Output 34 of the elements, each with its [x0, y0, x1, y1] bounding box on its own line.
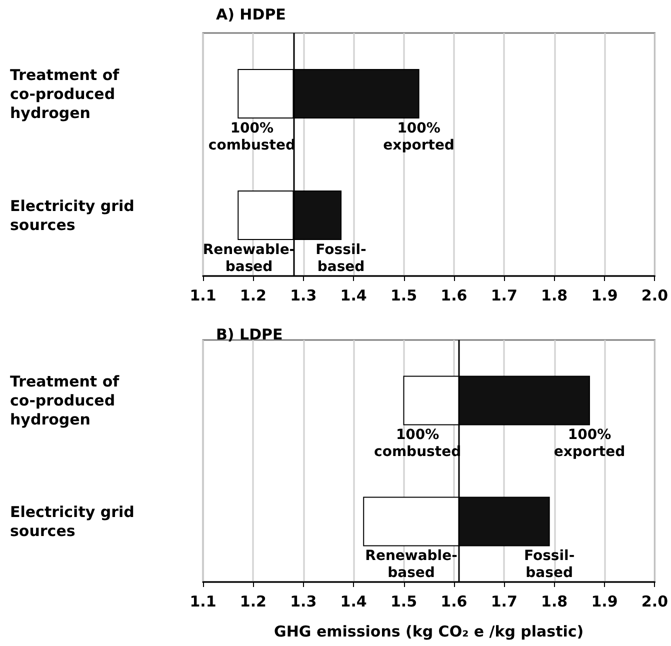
x-tick-label: 1.6 [440, 592, 468, 610]
annotation: Renewable-based [202, 242, 296, 276]
x-tick-label: 1.1 [190, 286, 216, 304]
x-tick-label: 1.4 [340, 286, 367, 304]
x-tick-label: 1.5 [390, 592, 418, 610]
x-tick-label: 1.1 [190, 592, 216, 610]
x-tick-label: 1.4 [340, 592, 367, 610]
chart-title: B) LDPE [216, 326, 283, 344]
y-tick-label: Electricity grid sources [10, 503, 140, 540]
x-tick-label: 1.3 [290, 592, 317, 610]
x-tick-label: 1.9 [591, 592, 618, 610]
x-tick-label: 1.6 [440, 286, 468, 304]
y-tick-label: Treatment of co-produced hydrogen [10, 372, 124, 428]
annotation: Renewable-based [365, 548, 458, 582]
x-axis-title: GHG emissions (kg CO₂ e /kg plastic) [274, 622, 584, 640]
x-tick-label: 1.9 [591, 286, 618, 304]
x-tick-label: 1.7 [490, 286, 518, 304]
chart-title: A) HDPE [216, 6, 286, 24]
y-tick-label: Electricity grid sources [10, 196, 140, 234]
x-tick-label: 1.7 [490, 592, 518, 610]
annotation: 100% exported [383, 120, 454, 154]
annotation: 100% exported [554, 427, 626, 460]
x-tick-label: 1.2 [240, 286, 266, 304]
y-tick-label: Treatment of co-produced hydrogen [10, 66, 124, 122]
x-tick-label: 1.5 [390, 286, 418, 304]
x-tick-label: 1.2 [240, 592, 266, 610]
annotation: Fossil-based [316, 242, 367, 276]
x-tick-label: 1.8 [541, 286, 568, 304]
annotation: 100% combusted [208, 120, 296, 154]
x-tick-label: 2.0 [641, 286, 668, 304]
x-tick-label: 1.8 [541, 592, 568, 610]
x-tick-label: 2.0 [641, 592, 668, 610]
annotation: Fossil-based [524, 548, 575, 582]
x-tick-label: 1.3 [290, 286, 317, 304]
